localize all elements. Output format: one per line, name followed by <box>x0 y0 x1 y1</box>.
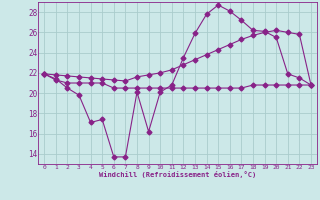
X-axis label: Windchill (Refroidissement éolien,°C): Windchill (Refroidissement éolien,°C) <box>99 171 256 178</box>
